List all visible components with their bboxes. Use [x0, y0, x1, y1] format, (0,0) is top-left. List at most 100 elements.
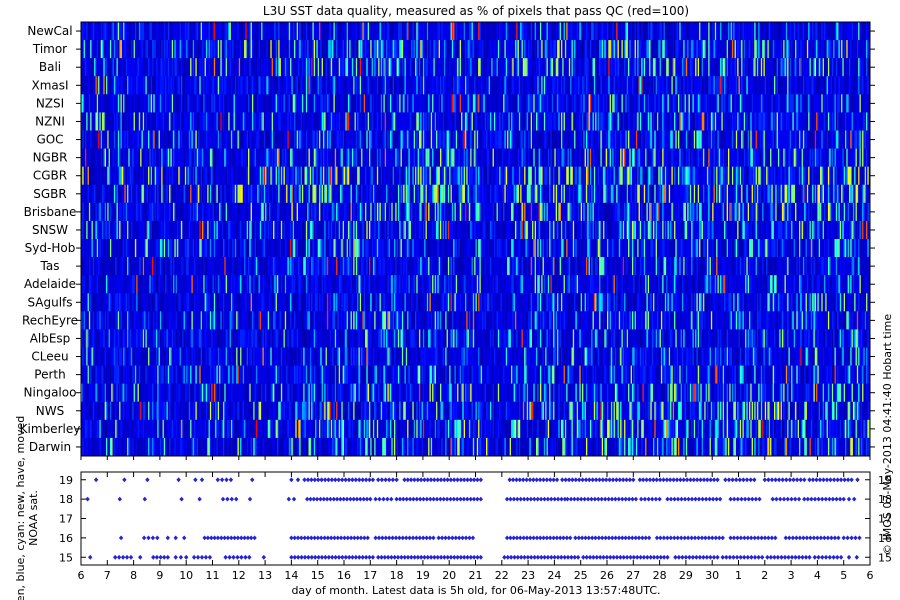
heatmap-cell: [173, 22, 175, 41]
heatmap-cell: [826, 40, 829, 59]
heatmap-cell: [695, 40, 697, 59]
heatmap-cell: [641, 40, 643, 59]
heatmap-cell: [545, 40, 547, 59]
heatmap-cell: [601, 58, 604, 77]
heatmap-cell: [303, 40, 305, 59]
heatmap-cell: [463, 58, 466, 77]
heatmap-cell: [340, 22, 342, 41]
heatmap-cell: [814, 22, 817, 41]
heatmap-cell: [777, 40, 780, 59]
heatmap-cell: [608, 40, 610, 59]
heatmap-cell: [133, 22, 136, 41]
heatmap-cell: [658, 22, 660, 41]
heatmap-cell: [705, 22, 708, 41]
heatmap-cell: [117, 40, 120, 59]
heatmap-cell: [835, 22, 838, 41]
heatmap-cell: [395, 40, 397, 59]
heatmap-cell: [313, 40, 316, 59]
heatmap-cell: [521, 58, 524, 77]
heatmap-cell: [671, 22, 674, 41]
heatmap-cell: [787, 22, 789, 41]
heatmap-cell: [196, 22, 199, 41]
heatmap-cell: [322, 40, 325, 59]
heatmap-cell: [489, 58, 492, 77]
heatmap-cell: [805, 40, 808, 59]
heatmap-cell: [809, 22, 812, 41]
heatmap-cell: [816, 40, 818, 59]
heatmap-cell: [140, 40, 142, 59]
heatmap-cell: [533, 22, 535, 41]
heatmap-cell: [721, 40, 724, 59]
heatmap-cell: [859, 22, 862, 41]
heatmap-cell: [133, 58, 136, 77]
heatmap-cell: [299, 40, 301, 59]
heatmap-cell: [841, 40, 843, 59]
heatmap-cell: [443, 58, 446, 77]
heatmap-cell: [509, 58, 512, 77]
heatmap-cell: [88, 22, 91, 41]
heatmap-cell: [228, 58, 230, 77]
heatmap-cell: [174, 22, 176, 41]
heatmap-cell: [589, 22, 592, 41]
heatmap-cell: [821, 58, 823, 77]
heatmap-cell: [763, 40, 766, 59]
heatmap-cell: [731, 40, 734, 59]
heatmap-cell: [756, 58, 759, 77]
heatmap-cell: [617, 40, 620, 59]
heatmap-cell: [422, 58, 425, 77]
heatmap-cell: [566, 22, 568, 41]
heatmap-cell: [378, 58, 380, 77]
heatmap-cell: [451, 58, 454, 77]
heatmap-cell: [520, 22, 522, 41]
heatmap-cell: [629, 22, 631, 41]
heatmap-cell: [378, 22, 380, 41]
heatmap-cell: [195, 22, 198, 41]
heatmap-cell: [738, 22, 741, 41]
heatmap-cell: [393, 58, 396, 77]
heatmap-cell: [94, 58, 96, 77]
heatmap-cell: [334, 58, 337, 77]
heatmap-cell: [830, 22, 833, 41]
heatmap-cell: [777, 58, 780, 77]
heatmap-cell: [95, 40, 98, 59]
heatmap-cell: [597, 58, 600, 77]
heatmap-cell: [620, 40, 622, 59]
heatmap-cell: [854, 22, 856, 41]
heatmap-cell: [150, 40, 153, 59]
heatmap-cell: [283, 40, 286, 59]
heatmap-cell: [703, 22, 705, 41]
heatmap-cell: [729, 58, 731, 77]
heatmap-cell: [705, 40, 708, 59]
heatmap-cell: [530, 58, 533, 77]
heatmap-cell: [196, 58, 199, 77]
heatmap-cell: [603, 40, 605, 59]
heatmap-cell: [415, 40, 417, 59]
heatmap-cell: [791, 22, 793, 41]
heatmap-cell: [700, 22, 702, 41]
heatmap-cell: [236, 58, 238, 77]
heatmap-cell: [571, 22, 574, 41]
heatmap-cell: [484, 58, 487, 77]
heatmap-cell: [297, 58, 300, 77]
heatmap-cell: [262, 58, 265, 77]
heatmap-cell: [653, 22, 655, 41]
heatmap-cell: [438, 58, 441, 77]
heatmap-cell: [420, 40, 422, 59]
heatmap-cell: [788, 40, 791, 59]
heatmap-cell: [204, 58, 207, 77]
heatmap-cell: [442, 40, 445, 59]
heatmap-cell: [809, 40, 812, 59]
heatmap-cell: [808, 22, 810, 41]
heatmap-cell: [376, 58, 379, 77]
heatmap-cell: [416, 40, 418, 59]
heatmap-cell: [555, 22, 558, 41]
heatmap-cell: [525, 22, 528, 41]
heatmap-cell: [132, 58, 134, 77]
heatmap-cell: [301, 22, 304, 41]
heatmap-cell: [862, 40, 864, 59]
heatmap-cell: [678, 58, 680, 77]
heatmap-cell: [205, 40, 208, 59]
heatmap-cell: [583, 58, 585, 77]
heatmap-cell: [756, 40, 759, 59]
heatmap-cell: [513, 40, 516, 59]
